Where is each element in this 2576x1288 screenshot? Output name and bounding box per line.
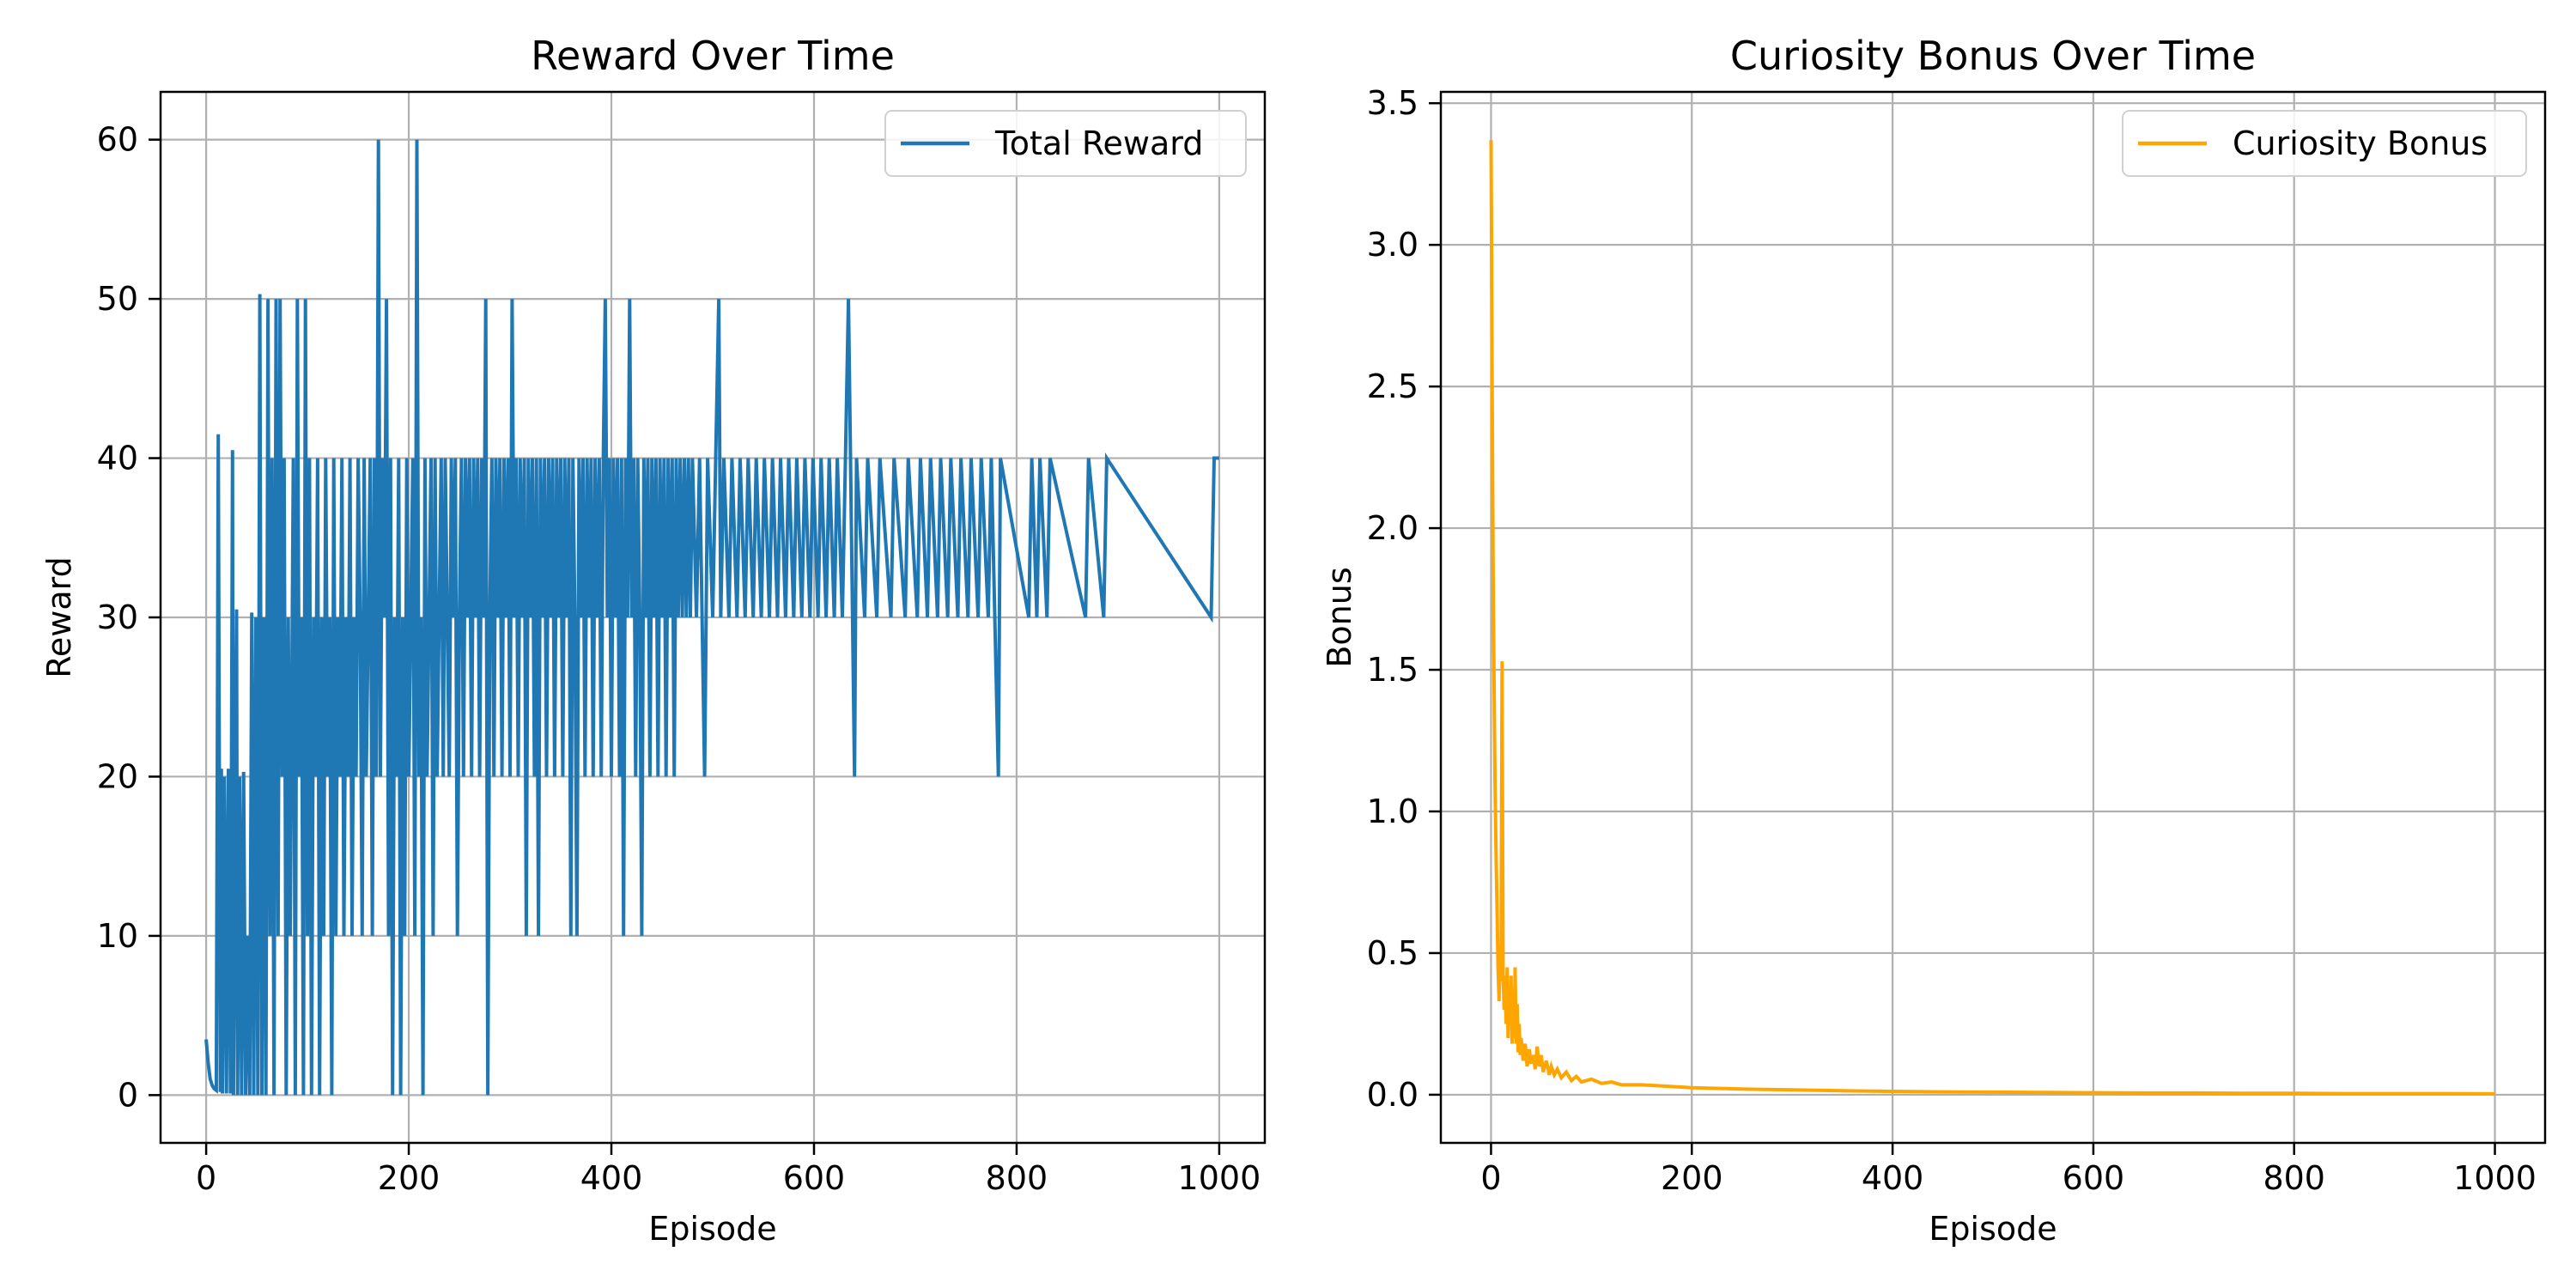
y-tick-label: 0.0 [1367,1076,1419,1114]
y-tick-label: 3.0 [1367,226,1419,264]
y-tick-label: 1.5 [1367,651,1419,689]
legend: Total Reward [884,110,1247,177]
x-tick-label: 400 [1862,1159,1924,1197]
series-line-0 [1489,140,2495,1096]
y-tick-label: 0.5 [1367,934,1419,972]
y-tick-label: 2.0 [1367,509,1419,547]
y-tick-label: 1.0 [1367,793,1419,830]
y-tick-label: 2.5 [1367,368,1419,405]
reward-chart-panel: 0 200 400 600 800 1000 0 10 20 30 40 50 60 Reward Ove… [40,33,1267,1248]
curiosity-chart-panel: 0 200 400 600 800 1000 0.0 0.5 1.0 1.5 2.0 2.5 3.0 3.… [1321,33,2547,1248]
x-tick-label: 1000 [2453,1159,2537,1197]
series-line-0 [204,139,1219,1096]
x-tick-label: 800 [986,1159,1048,1197]
legend-label: Total Reward [994,125,1203,162]
y-axis-label: Reward [40,556,78,678]
y-tick-label: 30 [97,598,138,636]
legend-box [2122,110,2527,177]
y-tick-label: 3.5 [1367,84,1419,122]
legend: Curiosity Bonus [2122,110,2527,177]
plot-area [1441,92,2545,1143]
legend-label: Curiosity Bonus [2233,125,2488,162]
x-tick-label: 600 [2063,1159,2125,1197]
x-tick-label: 0 [196,1159,216,1197]
y-tick-label: 60 [97,121,138,159]
y-tick-label: 40 [97,440,138,477]
x-tick-label: 1000 [1178,1159,1261,1197]
x-axis-label: Episode [1929,1210,2057,1248]
y-axis-label: Bonus [1321,567,1358,667]
x-axis-label: Episode [648,1210,776,1248]
x-tick-label: 0 [1480,1159,1501,1197]
axes-frame [1439,90,2547,1145]
x-tick-label: 200 [1661,1159,1723,1197]
chart-title: Reward Over Time [531,33,895,79]
x-tick-label: 600 [783,1159,846,1197]
x-tick-label: 200 [378,1159,440,1197]
y-tick-label: 0 [118,1076,138,1114]
legend-box [884,110,1247,177]
chart-title: Curiosity Bonus Over Time [1730,33,2256,79]
y-tick-label: 20 [97,757,138,795]
x-tick-label: 800 [2263,1159,2325,1197]
y-tick-label: 10 [97,917,138,955]
y-tick-label: 50 [97,280,138,318]
x-tick-label: 400 [580,1159,643,1197]
